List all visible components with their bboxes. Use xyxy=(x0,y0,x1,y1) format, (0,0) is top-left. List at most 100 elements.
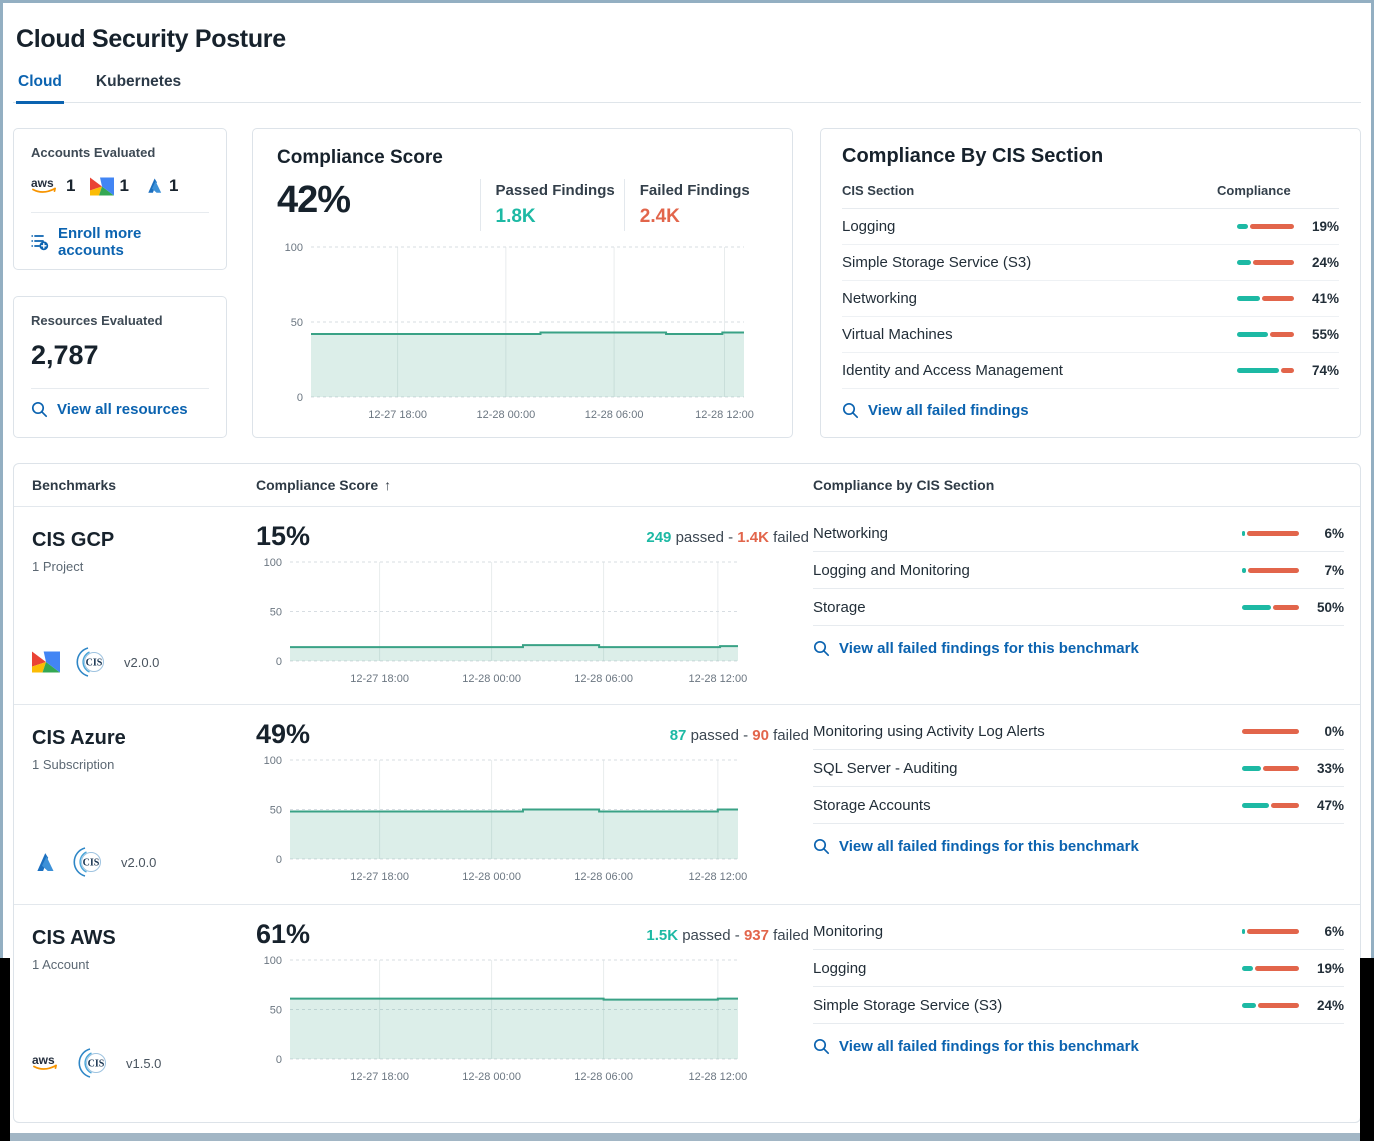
cis-section-row: Logging 19% xyxy=(842,209,1339,245)
svg-text:100: 100 xyxy=(285,242,303,254)
benchmarks-table-header: Benchmarks Compliance Score ↑ Compliance … xyxy=(14,464,1360,507)
svg-text:0: 0 xyxy=(297,392,303,404)
cis-section-row: Virtual Machines 55% xyxy=(842,317,1339,353)
view-failed-findings-benchmark-link[interactable]: View all failed findings for this benchm… xyxy=(813,640,1344,657)
column-compliance-by-cis-section: Compliance by CIS Section xyxy=(813,477,995,493)
svg-text:50: 50 xyxy=(270,1005,282,1017)
compliance-split-bar xyxy=(1237,368,1294,373)
benchmark-version: v1.5.0 xyxy=(126,1055,162,1071)
svg-text:12-27 18:00: 12-27 18:00 xyxy=(350,871,409,883)
svg-text:12-28 06:00: 12-28 06:00 xyxy=(574,673,633,685)
gcp-logo-icon xyxy=(32,651,60,673)
view-all-failed-findings-link[interactable]: View all failed findings xyxy=(842,402,1339,419)
black-letterbox-right xyxy=(1360,958,1374,1141)
accounts-evaluated-card: Accounts Evaluated aws 1 1 1 Enroll more … xyxy=(13,128,227,270)
view-failed-findings-benchmark-link[interactable]: View all failed findings for this benchm… xyxy=(813,838,1344,855)
svg-text:0: 0 xyxy=(276,854,282,866)
svg-text:0: 0 xyxy=(276,1054,282,1066)
benchmark-score: 49% xyxy=(256,719,311,749)
svg-text:0: 0 xyxy=(276,656,282,668)
azure-logo-icon xyxy=(32,851,57,874)
view-all-resources-link[interactable]: View all resources xyxy=(31,401,209,418)
benchmark-scope: 1 Account xyxy=(32,957,90,972)
benchmark-section-row: Logging and Monitoring 7% xyxy=(813,552,1344,589)
compliance-score-card: Compliance Score 42% Passed Findings 1.8… xyxy=(252,128,793,438)
svg-text:CIS: CIS xyxy=(86,658,103,669)
compliance-split-bar xyxy=(1242,765,1299,771)
compliance-split-bar xyxy=(1242,802,1299,808)
search-icon xyxy=(31,401,48,418)
svg-text:12-27 18:00: 12-27 18:00 xyxy=(368,409,427,421)
svg-text:12-27 18:00: 12-27 18:00 xyxy=(350,1071,409,1083)
tab-cloud[interactable]: Cloud xyxy=(16,64,64,104)
accounts-evaluated-title: Accounts Evaluated xyxy=(31,145,156,160)
benchmark-section-row: Networking 6% xyxy=(813,515,1344,552)
enroll-more-accounts-link[interactable]: Enroll more accounts xyxy=(31,225,209,259)
screenshot-frame-border-top xyxy=(0,0,1374,3)
passed-failed-summary: 87 passed - 90 failed xyxy=(669,727,809,744)
svg-text:12-28 06:00: 12-28 06:00 xyxy=(574,871,633,883)
svg-text:12-28 00:00: 12-28 00:00 xyxy=(476,409,535,421)
gcp-account-count: 1 xyxy=(90,176,128,196)
benchmark-score: 15% xyxy=(256,521,311,551)
svg-text:100: 100 xyxy=(264,755,282,767)
svg-text:50: 50 xyxy=(291,317,303,329)
benchmark-scope: 1 Subscription xyxy=(32,757,115,772)
svg-text:12-28 00:00: 12-28 00:00 xyxy=(462,673,521,685)
aws-logo-icon: aws xyxy=(32,1053,62,1073)
benchmark-section-row: Monitoring using Activity Log Alerts 0% xyxy=(813,713,1344,750)
search-icon xyxy=(842,402,859,419)
compliance-split-bar xyxy=(1242,728,1299,734)
cis-section-row: Identity and Access Management 74% xyxy=(842,353,1339,389)
benchmark-row-cis-aws: CIS AWS 1 Account aws CIS v1.5.0 61% 1.5… xyxy=(14,905,1360,1123)
azure-logo-icon xyxy=(144,177,164,195)
svg-text:aws: aws xyxy=(32,1053,55,1067)
compliance-split-bar xyxy=(1242,567,1299,573)
compliance-split-bar xyxy=(1242,1002,1299,1008)
overall-compliance-score: 42% xyxy=(277,179,351,221)
compliance-by-cis-section-card: Compliance By CIS Section CIS Section Co… xyxy=(820,128,1361,438)
failed-findings-stat: Failed Findings 2.4K xyxy=(623,179,768,231)
resources-evaluated-title: Resources Evaluated xyxy=(31,313,163,328)
passed-failed-summary: 249 passed - 1.4K failed xyxy=(646,529,809,546)
svg-text:100: 100 xyxy=(264,955,282,967)
search-icon xyxy=(813,1038,830,1055)
svg-text:12-28 00:00: 12-28 00:00 xyxy=(462,871,521,883)
svg-text:100: 100 xyxy=(264,557,282,569)
svg-text:12-28 00:00: 12-28 00:00 xyxy=(462,1071,521,1083)
column-compliance-score-sort[interactable]: Compliance Score ↑ xyxy=(256,477,392,493)
svg-text:50: 50 xyxy=(270,607,282,619)
benchmark-scope: 1 Project xyxy=(32,559,84,574)
benchmark-score-chart: 100 50 0 12-27 18:00 12-28 00:00 12-28 06:00 1… xyxy=(256,954,764,1085)
cis-section-row: Networking 41% xyxy=(842,281,1339,317)
enroll-accounts-icon xyxy=(31,233,49,251)
compliance-split-bar xyxy=(1242,604,1299,610)
svg-text:12-28 12:00: 12-28 12:00 xyxy=(688,871,747,883)
benchmark-section-row: Logging 19% xyxy=(813,950,1344,987)
benchmark-row-cis-gcp: CIS GCP 1 Project CIS v2.0.0 15% 249 pas… xyxy=(14,507,1360,705)
svg-text:12-28 12:00: 12-28 12:00 xyxy=(695,409,754,421)
svg-text:aws: aws xyxy=(31,176,54,190)
compliance-score-title: Compliance Score xyxy=(277,147,443,168)
svg-text:12-28 06:00: 12-28 06:00 xyxy=(585,409,644,421)
passed-findings-value: 1.8K xyxy=(495,206,536,227)
compliance-split-bar xyxy=(1242,928,1299,934)
screenshot-frame-border-left xyxy=(0,0,3,958)
aws-account-count: aws 1 xyxy=(31,176,76,195)
tab-kubernetes[interactable]: Kubernetes xyxy=(95,73,182,90)
benchmarks-table-card: Benchmarks Compliance Score ↑ Compliance … xyxy=(13,463,1361,1123)
resources-evaluated-value: 2,787 xyxy=(31,340,99,370)
benchmark-section-row: Monitoring 6% xyxy=(813,913,1344,950)
compliance-score-chart: 100 50 0 12-27 18:00 12-28 00:00 12-28 06:00 1… xyxy=(277,241,770,423)
compliance-split-bar xyxy=(1237,260,1294,265)
view-failed-findings-benchmark-link[interactable]: View all failed findings for this benchm… xyxy=(813,1038,1344,1055)
svg-text:12-28 12:00: 12-28 12:00 xyxy=(688,1071,747,1083)
search-icon xyxy=(813,838,830,855)
cis-section-card-title: Compliance By CIS Section xyxy=(842,145,1104,167)
divider xyxy=(31,388,209,389)
provider-counts: aws 1 1 1 xyxy=(31,173,209,199)
benchmark-row-cis-azure: CIS Azure 1 Subscription CIS v2.0.0 49% … xyxy=(14,705,1360,905)
window-bottom-edge xyxy=(10,1133,1360,1141)
screenshot-frame-border-right xyxy=(1371,0,1374,958)
benchmark-version: v2.0.0 xyxy=(121,854,157,870)
